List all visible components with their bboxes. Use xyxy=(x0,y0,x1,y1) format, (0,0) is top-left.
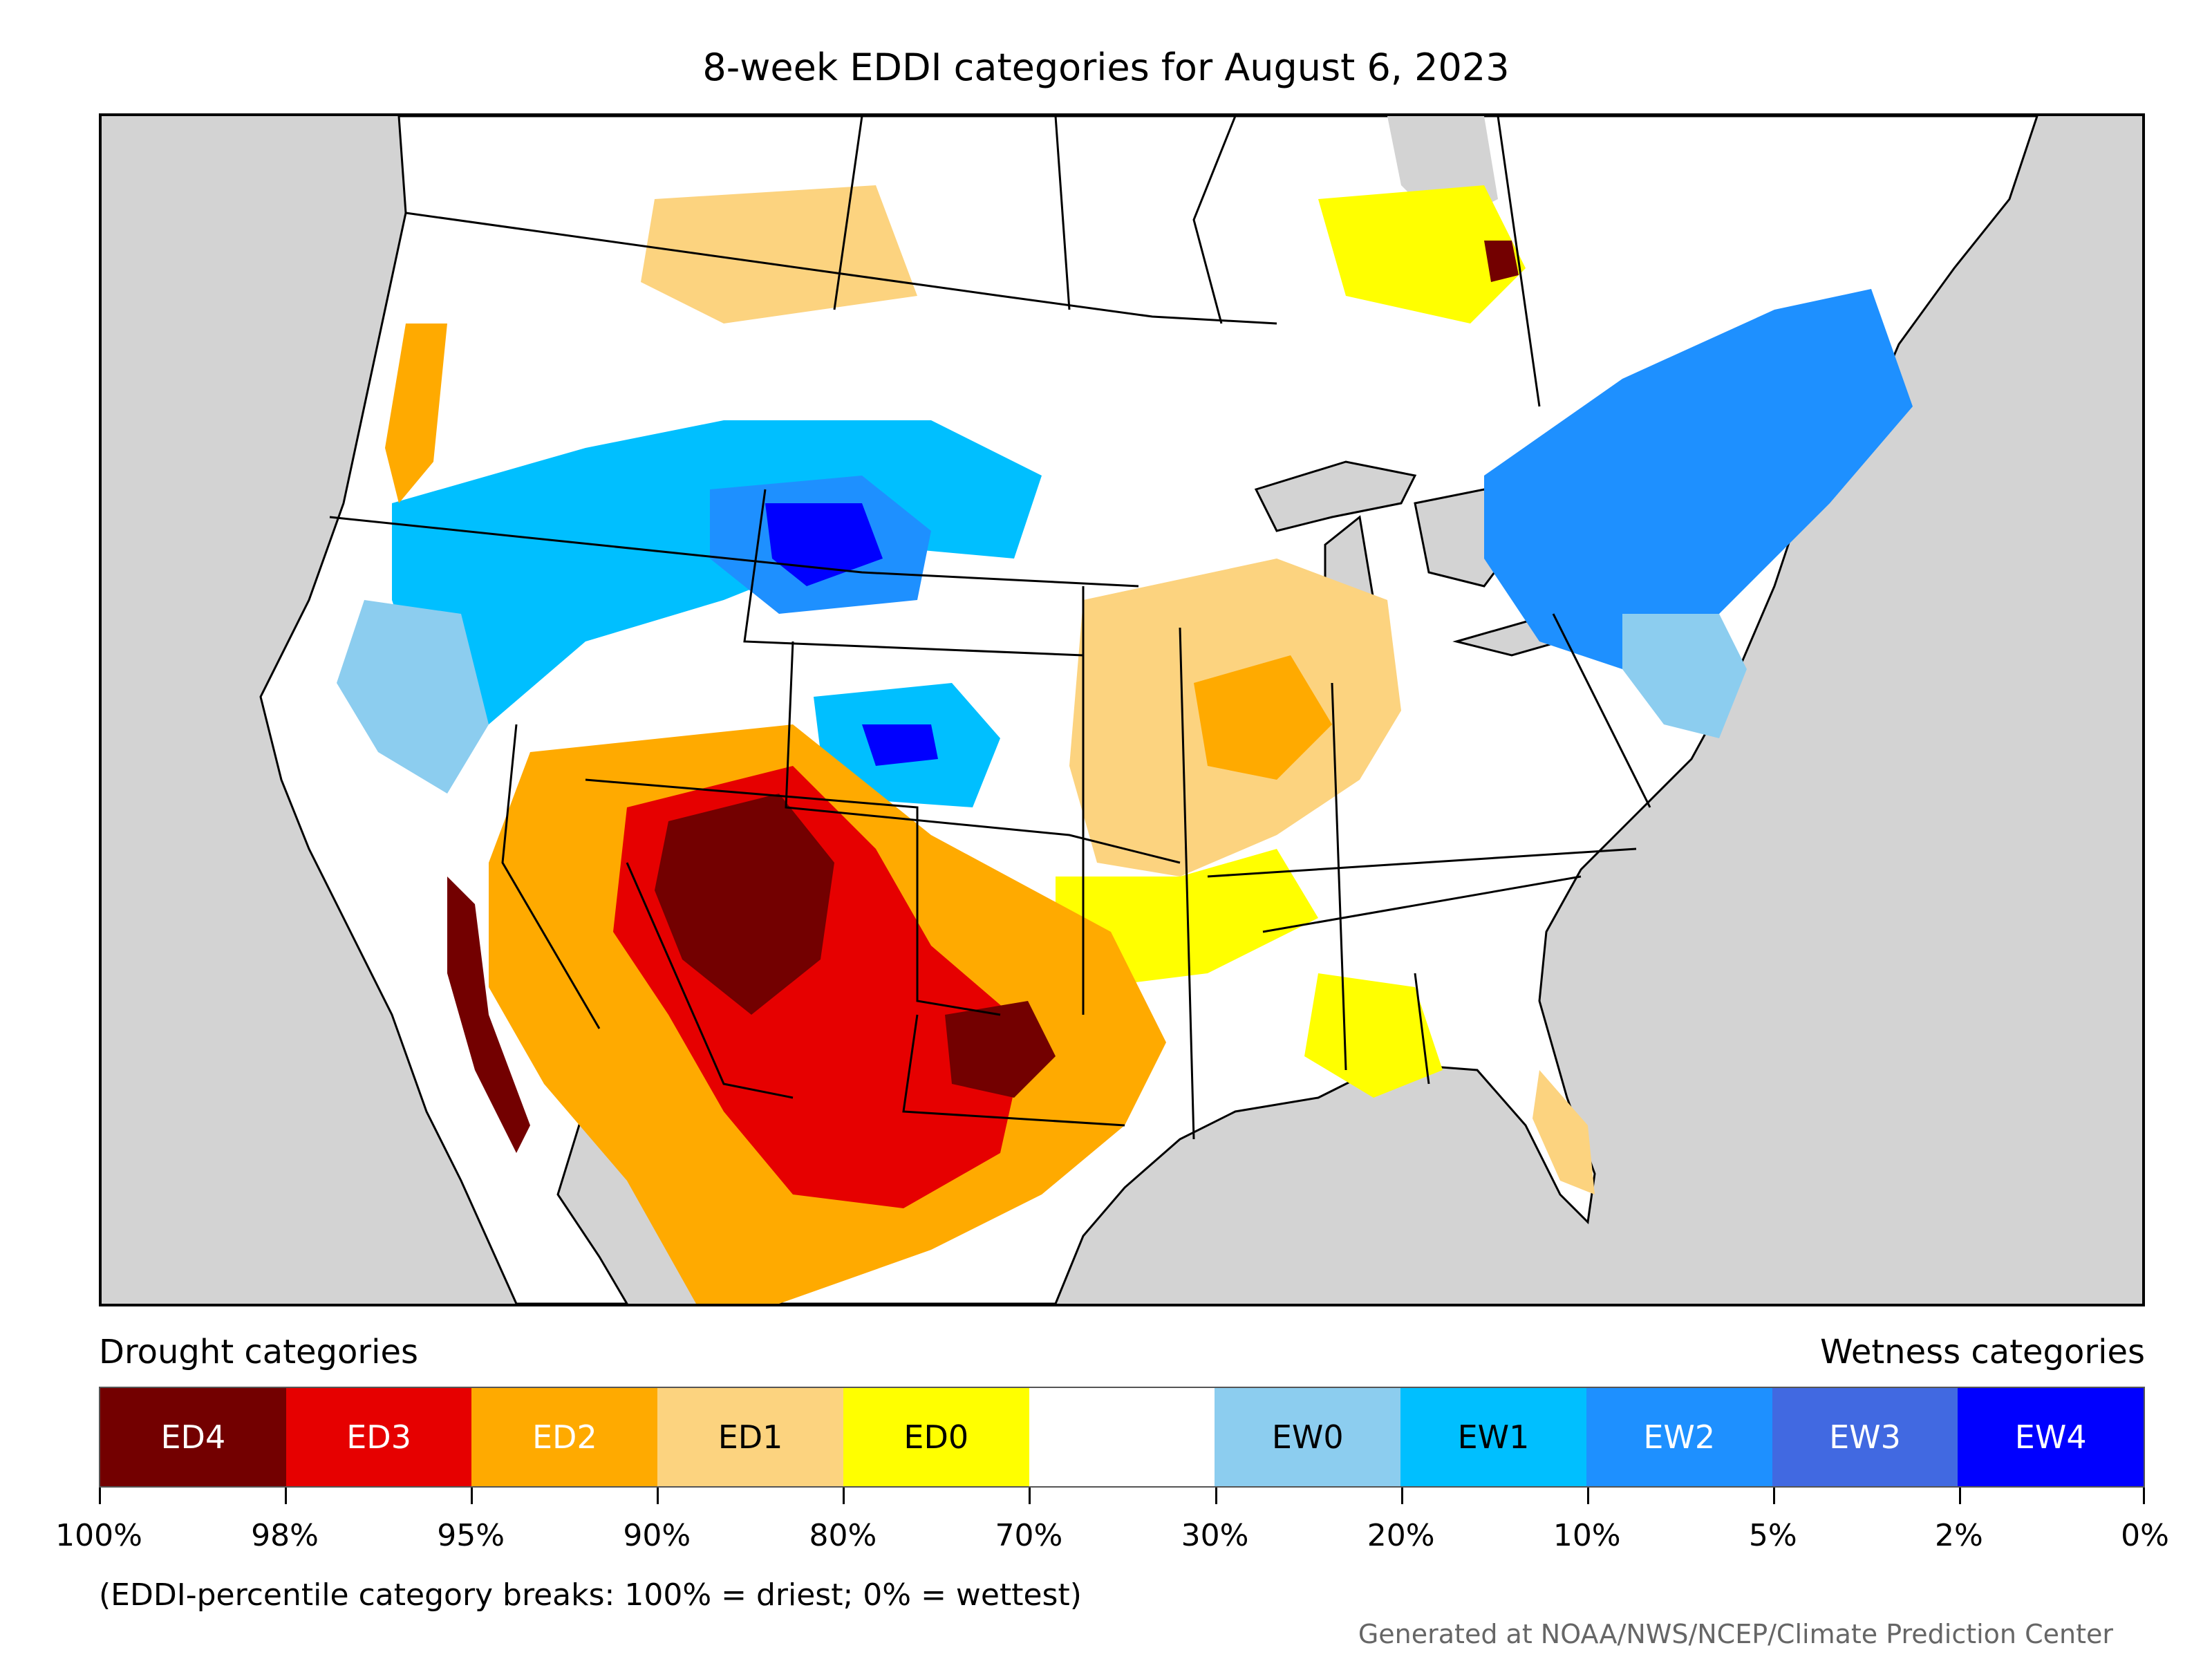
category-colorbar: ED4 ED3 ED2 ED1 ED0 EW0 EW1 EW2 EW3 EW4 xyxy=(99,1387,2145,1488)
legend-swatch-ed3: ED3 xyxy=(285,1388,472,1486)
drought-categories-heading: Drought categories xyxy=(99,1333,418,1371)
map-svg xyxy=(259,116,2038,1304)
colorbar-tick-label: 80% xyxy=(809,1518,877,1553)
colorbar-tick-label: 98% xyxy=(251,1518,319,1553)
colorbar-tick xyxy=(2143,1488,2145,1504)
colorbar-tick xyxy=(285,1488,288,1504)
colorbar-tick-label: 30% xyxy=(1181,1518,1249,1553)
colorbar-ticks xyxy=(99,1488,2145,1508)
colorbar-tick-labels: 100% 98% 95% 90% 80% 70% 30% 20% 10% 5% 2% 0% xyxy=(55,1518,2169,1559)
wet-region-northeast xyxy=(1484,289,1913,669)
colorbar-tick xyxy=(1586,1488,1589,1504)
footnote: (EDDI-percentile category breaks: 100% =… xyxy=(99,1577,1082,1613)
colorbar-tick-label: 2% xyxy=(1935,1518,1983,1553)
credit-line: Generated at NOAA/NWS/NCEP/Climate Predi… xyxy=(1358,1619,2113,1649)
colorbar-tick-label: 70% xyxy=(995,1518,1063,1553)
colorbar-tick-label: 90% xyxy=(623,1518,691,1553)
drought-ontario-ed4 xyxy=(1484,241,1519,282)
colorbar-tick-label: 95% xyxy=(437,1518,505,1553)
drought-pacific-nw xyxy=(385,324,447,503)
colorbar-tick-label: 10% xyxy=(1553,1518,1621,1553)
drought-baja xyxy=(447,877,530,1153)
wet-region-northeast-outer xyxy=(1622,614,1747,738)
drought-southwest-ed4 xyxy=(655,794,834,1015)
legend-swatch-ed0: ED0 xyxy=(843,1388,1029,1486)
drought-texas-ed4 xyxy=(945,1001,1056,1098)
legend-swatch-ew3: EW3 xyxy=(1772,1388,1958,1486)
boundary-lines xyxy=(329,116,1651,1140)
colorbar-tick xyxy=(1772,1488,1775,1504)
wet-region-great-basin xyxy=(337,600,489,794)
colorbar-tick xyxy=(657,1488,659,1504)
colorbar-tick xyxy=(1400,1488,1403,1504)
colorbar-tick xyxy=(1958,1488,1961,1504)
drought-florida xyxy=(1533,1070,1595,1194)
eddi-map xyxy=(99,113,2145,1306)
colorbar-tick xyxy=(471,1488,474,1504)
legend-swatch-ew0: EW0 xyxy=(1215,1388,1401,1486)
legend-swatch-ed1: ED1 xyxy=(657,1388,843,1486)
drought-midwest-core xyxy=(1194,655,1332,780)
legend-swatch-ew4: EW4 xyxy=(1958,1388,2144,1486)
map-title: 8-week EDDI categories for August 6, 202… xyxy=(702,46,1510,89)
colorbar-tick-label: 100% xyxy=(55,1518,142,1553)
legend-swatch-normal xyxy=(1029,1388,1215,1486)
colorbar-tick xyxy=(99,1488,101,1504)
legend-swatch-ed2: ED2 xyxy=(471,1388,658,1486)
wetness-categories-heading: Wetness categories xyxy=(1820,1333,2145,1371)
colorbar-tick xyxy=(1029,1488,1031,1504)
legend-swatch-ew1: EW1 xyxy=(1400,1388,1586,1486)
colorbar-tick xyxy=(1215,1488,1217,1504)
colorbar-tick-label: 5% xyxy=(1748,1518,1797,1553)
legend-swatch-ew2: EW2 xyxy=(1586,1388,1772,1486)
colorbar-tick xyxy=(843,1488,845,1504)
legend-swatch-ed4: ED4 xyxy=(100,1388,286,1486)
drought-canada-yellow xyxy=(1318,185,1526,324)
colorbar-tick-label: 20% xyxy=(1367,1518,1435,1553)
wet-region-colorado-core xyxy=(862,724,938,766)
colorbar-tick-label: 0% xyxy=(2121,1518,2169,1553)
drought-southeast-yellow xyxy=(1304,973,1443,1098)
